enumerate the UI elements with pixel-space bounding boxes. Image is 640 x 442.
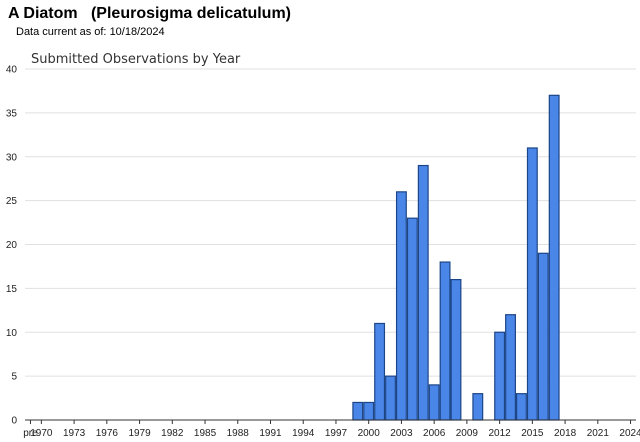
x-tick-label: 2000 — [358, 428, 381, 439]
x-tick-label: 2021 — [587, 428, 610, 439]
x-tick-label: 1970 — [30, 428, 53, 439]
x-tick-label: 2006 — [423, 428, 446, 439]
x-tick-label: 1991 — [259, 428, 282, 439]
bar-2016 — [537, 252, 549, 421]
y-tick-label: 35 — [6, 108, 18, 119]
bar-2005 — [417, 164, 429, 421]
data-current-date: 10/18/2024 — [109, 26, 165, 38]
bar-2004 — [406, 217, 418, 421]
x-tick-label: 2012 — [488, 428, 511, 439]
bar-2015 — [526, 147, 538, 421]
bar-2017 — [548, 94, 560, 421]
x-tick-label: 1979 — [128, 428, 151, 439]
x-tick-label: 1982 — [161, 428, 184, 439]
x-tick-label: 1988 — [227, 428, 250, 439]
x-tick-label: 2015 — [521, 428, 544, 439]
y-tick-label: 0 — [11, 416, 17, 427]
x-tick-label: 2024 — [619, 428, 640, 439]
x-tick-label: 2018 — [554, 428, 577, 439]
bar-2008 — [450, 279, 462, 421]
data-current-line: Data current as of: 10/18/2024 — [16, 26, 165, 38]
bar-2003 — [395, 191, 407, 421]
y-axis-ticks: 0 5 10 15 20 25 30 35 40 — [6, 65, 18, 427]
data-current-label: Data current as of: — [16, 26, 107, 38]
chart-title: Submitted Observations by Year — [31, 52, 241, 67]
x-tick-label: 2003 — [390, 428, 413, 439]
x-tick-label: 1997 — [325, 428, 348, 439]
bar-2013 — [505, 314, 516, 421]
y-tick-label: 10 — [6, 328, 18, 339]
bar-2014 — [515, 393, 527, 421]
bar-2006 — [428, 384, 440, 421]
bar-2010 — [472, 393, 484, 421]
bars — [352, 94, 560, 421]
bar-2001 — [374, 322, 386, 421]
y-tick-label: 15 — [6, 284, 18, 295]
page-title: A Diatom (Pleurosigma delicatulum) — [8, 5, 292, 22]
x-tick-label: 2009 — [456, 428, 479, 439]
y-tick-label: 20 — [6, 240, 18, 251]
y-tick-label: 5 — [11, 372, 17, 383]
bar-2007 — [439, 261, 451, 421]
bar-2012 — [494, 331, 506, 421]
x-tick-label: 1976 — [96, 428, 119, 439]
y-tick-label: 25 — [6, 196, 18, 207]
bar-2000 — [363, 401, 375, 421]
x-tick-label: 1994 — [292, 428, 315, 439]
y-tick-label: 40 — [6, 65, 18, 76]
x-tick-label: 1973 — [63, 428, 86, 439]
y-tick-label: 30 — [6, 152, 18, 163]
x-tick-label: pre — [23, 428, 38, 439]
bar-1999 — [352, 401, 364, 421]
x-tick-label: 1985 — [194, 428, 217, 439]
bar-2002 — [385, 375, 396, 421]
